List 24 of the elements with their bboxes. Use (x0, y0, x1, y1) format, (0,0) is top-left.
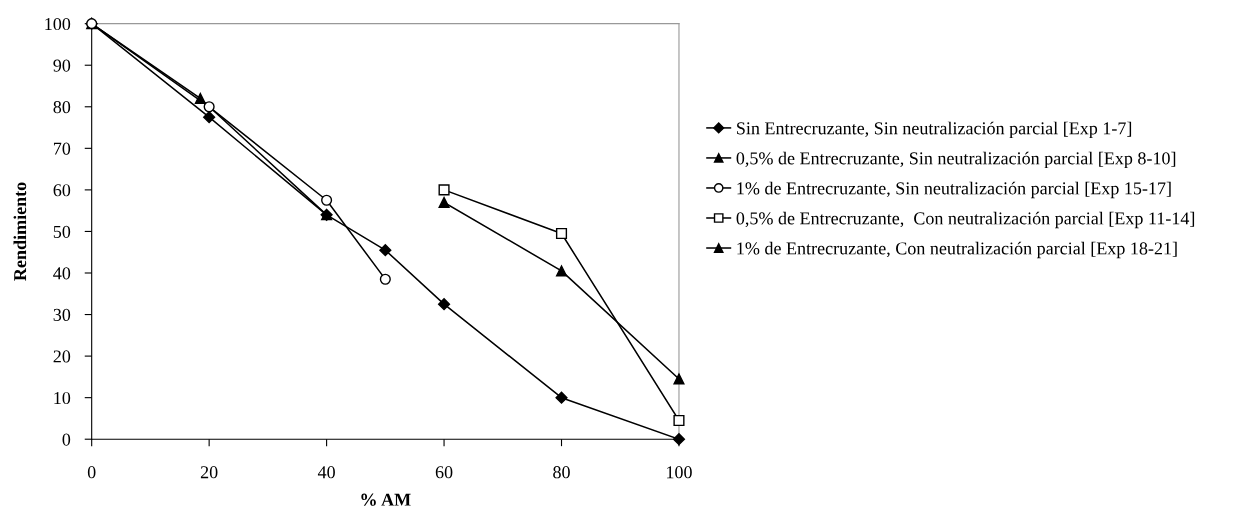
y-tick-label: 60 (53, 184, 71, 197)
legend-label: 0,5% de Entrecruzante, Con neutralización parcial [Exp 11-14] (736, 211, 1195, 229)
y-tick-label: 20 (53, 350, 71, 363)
y-tick-label: 70 (53, 142, 71, 155)
legend-label: 1% de Entrecruzante, Sin neutralización parcial [Exp 15-17] (737, 181, 1171, 199)
y-tick-label: 50 (53, 225, 71, 238)
x-tick-label: 80 (553, 466, 570, 479)
y-axis-title: Rendimiento (13, 182, 27, 281)
legend-label: 0,5% de Entrecruzante, Sin neutralización parcial [Exp 8-10] (736, 151, 1176, 169)
x-tick-label: 40 (317, 466, 335, 479)
y-tick-label: 10 (54, 391, 71, 405)
legend-label: 1% de Entrecruzante, Con neutralización parcial [Exp 18-21] (737, 241, 1177, 259)
x-tick-label: 100 (667, 466, 692, 479)
x-tick-label: 60 (435, 466, 453, 479)
y-tick-label: 30 (53, 308, 71, 321)
y-tick-label: 80 (53, 101, 71, 114)
y-tick-label: 0 (62, 433, 71, 446)
legend-label: Sin Entrecruzante, Sin neutralización parcial [Exp 1-7] (737, 121, 1132, 139)
x-axis-title: % AM (361, 493, 411, 506)
y-tick-label: 90 (53, 59, 71, 72)
x-tick-label: 20 (200, 466, 218, 479)
y-tick-label: 100 (45, 17, 71, 31)
y-tick-label: 40 (53, 267, 71, 280)
x-tick-label: 0 (87, 466, 96, 479)
